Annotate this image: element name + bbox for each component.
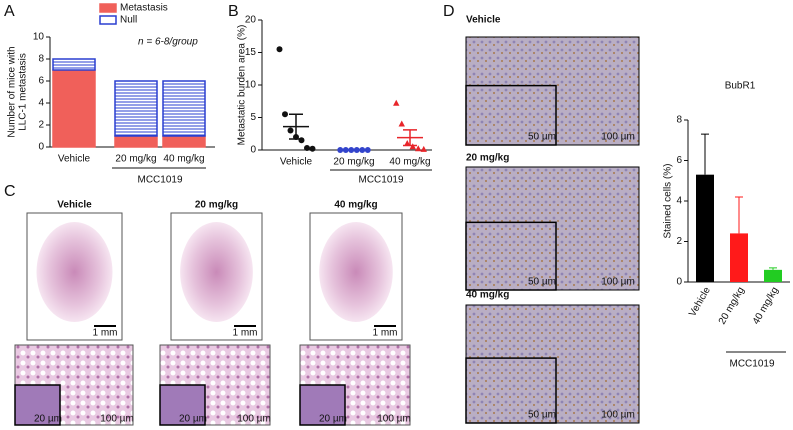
data-point — [337, 147, 344, 153]
data-point — [309, 145, 316, 152]
data-point — [409, 143, 416, 150]
scale-label: 100 µm — [237, 414, 271, 425]
inset-scale-label: 50 µm — [528, 410, 556, 421]
y-tick-label: 5 — [250, 112, 256, 123]
inset — [465, 84, 557, 146]
y-axis-label: LLC-1 metastasis — [18, 53, 29, 131]
row-title: 20 mg/kg — [466, 153, 509, 164]
data-point — [298, 137, 305, 144]
x-tick-label: 20 mg/kg — [717, 285, 747, 326]
bar — [696, 174, 714, 282]
data-point — [282, 111, 288, 118]
data-point — [415, 145, 422, 152]
y-tick-label: 6 — [676, 155, 682, 166]
x-tick-label: Vehicle — [687, 285, 713, 319]
data-point — [364, 147, 371, 153]
inset-scale-label: 20 µm — [179, 414, 207, 425]
chart-title: BubR1 — [725, 81, 756, 92]
data-point — [304, 145, 310, 152]
scale-label: 100 µm — [100, 414, 134, 425]
group-label: MCC1019 — [729, 359, 774, 370]
row-title: 40 mg/kg — [466, 290, 509, 301]
y-axis-label: Metastatic burden area (%) — [237, 25, 248, 146]
scale-label: 1 mm — [93, 328, 118, 339]
bar — [730, 233, 748, 282]
legend-label: Null — [120, 15, 137, 26]
y-tick-label: 10 — [33, 32, 45, 43]
group-label: MCC1019 — [358, 175, 403, 186]
data-point — [287, 127, 294, 134]
panel-letter: D — [443, 3, 455, 20]
scale-label: 1 mm — [373, 328, 398, 339]
inset — [14, 384, 61, 426]
legend-swatch — [99, 15, 117, 25]
inset-scale-label: 20 µm — [34, 414, 62, 425]
error-bar — [735, 196, 743, 234]
x-tick-label: 20 mg/kg — [115, 154, 156, 165]
error-bar — [403, 129, 417, 147]
y-tick-label: 15 — [245, 47, 257, 58]
column-title: Vehicle — [57, 200, 92, 211]
inset-scale-label: 50 µm — [528, 277, 556, 288]
legend-swatch — [99, 3, 117, 13]
inset — [299, 384, 346, 426]
inset — [465, 221, 557, 291]
x-tick-label: Vehicle — [280, 157, 313, 168]
y-tick-label: 2 — [38, 120, 44, 131]
x-tick-label: 40 mg/kg — [751, 285, 781, 326]
lung-section — [319, 222, 393, 322]
y-axis-label: Number of mice with — [7, 46, 18, 137]
y-axis-label: Stained cells (%) — [663, 163, 674, 238]
lung-section — [36, 222, 113, 322]
y-tick-label: 10 — [245, 80, 257, 91]
panel-letter: B — [228, 3, 239, 20]
bar-segment — [162, 135, 206, 148]
y-tick-label: 4 — [676, 196, 682, 207]
y-tick-label: 6 — [38, 76, 44, 87]
x-tick-label: 40 mg/kg — [389, 157, 430, 168]
y-tick-label: 0 — [38, 142, 44, 153]
bar-segment — [52, 69, 96, 148]
annotation: n = 6-8/group — [138, 37, 198, 48]
y-tick-label: 0 — [676, 277, 682, 288]
bar — [764, 269, 782, 282]
data-point — [420, 145, 427, 152]
lung-section — [180, 222, 253, 322]
panel-letter: C — [4, 183, 16, 200]
scale-label: 100 µm — [601, 410, 635, 421]
bar-segment — [114, 135, 158, 148]
scale-label: 100 µm — [601, 132, 635, 143]
x-tick-label: 40 mg/kg — [163, 154, 204, 165]
scale-label: 100 µm — [377, 414, 411, 425]
y-tick-label: 0 — [250, 145, 256, 156]
error-bar — [289, 113, 303, 140]
column-title: 20 mg/kg — [195, 200, 238, 211]
error-bar — [701, 133, 709, 175]
y-tick-label: 2 — [676, 236, 682, 247]
group-label: MCC1019 — [137, 175, 182, 186]
x-tick-label: 20 mg/kg — [333, 157, 374, 168]
data-point — [276, 46, 283, 53]
y-tick-label: 20 — [245, 15, 257, 26]
scale-label: 100 µm — [601, 277, 635, 288]
column-title: 40 mg/kg — [334, 200, 377, 211]
panel-letter: A — [4, 3, 15, 20]
y-tick-label: 8 — [38, 54, 44, 65]
x-tick-label: Vehicle — [58, 154, 91, 165]
inset-scale-label: 20 µm — [319, 414, 347, 425]
inset-scale-label: 50 µm — [528, 132, 556, 143]
row-title: Vehicle — [466, 15, 501, 26]
y-tick-label: 4 — [38, 98, 44, 109]
inset — [465, 357, 557, 424]
data-point — [404, 140, 411, 146]
data-point — [398, 120, 405, 127]
inset — [159, 384, 206, 426]
error-bar — [769, 267, 777, 270]
data-point — [393, 99, 400, 106]
scale-label: 1 mm — [233, 328, 258, 339]
y-tick-label: 8 — [676, 115, 682, 126]
legend-label: Metastasis — [120, 3, 168, 14]
